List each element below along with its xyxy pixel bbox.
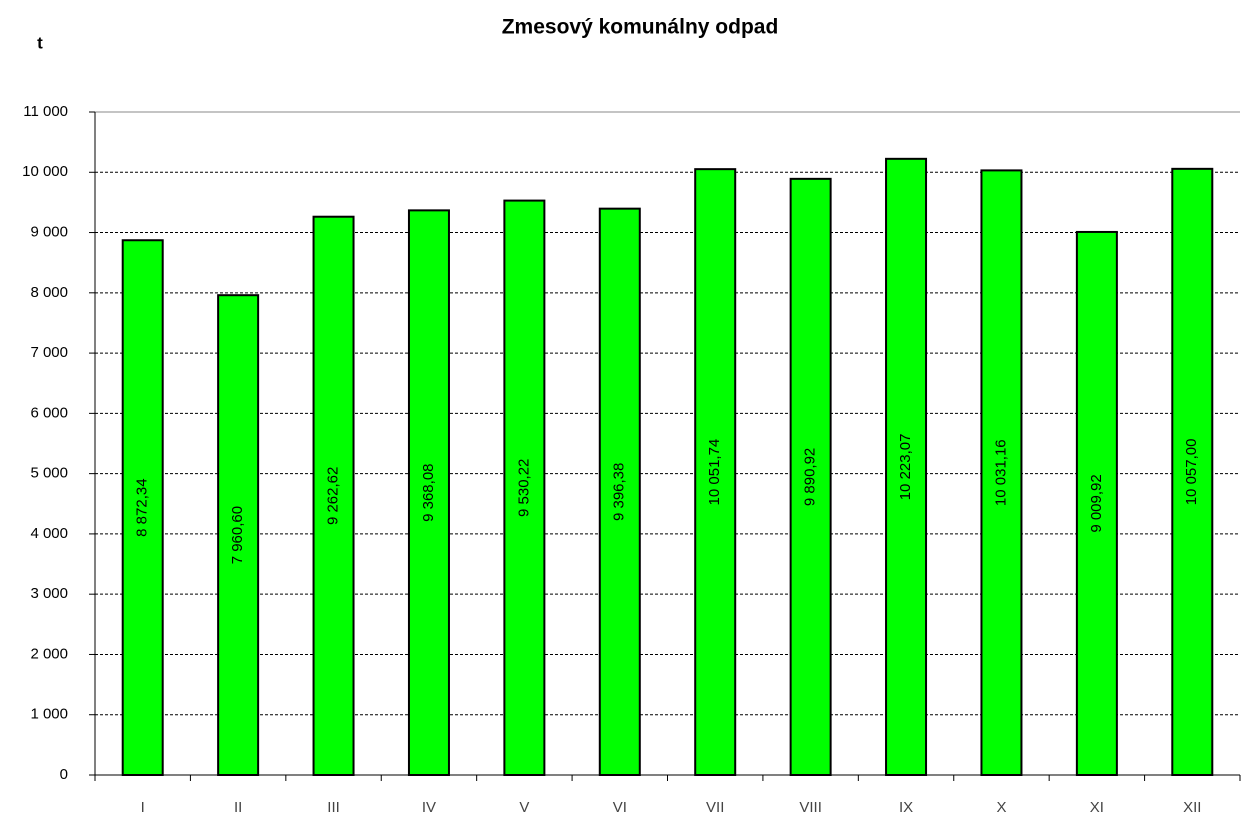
y-tick-label: 1 000 (30, 706, 68, 723)
data-label: 9 368,08 (420, 463, 437, 521)
x-tick-label: X (996, 799, 1006, 816)
data-label: 10 057,00 (1183, 439, 1200, 506)
bar (885, 157, 928, 776)
y-tick-label: 6 000 (30, 404, 68, 421)
data-label: 9 530,22 (515, 459, 532, 517)
x-tick-label: VII (706, 799, 724, 816)
y-tick-label: 11 000 (23, 103, 68, 120)
data-label: 10 051,74 (706, 439, 723, 506)
bar (598, 207, 641, 777)
bar (1075, 230, 1118, 776)
chart-title: Zmesový komunálny odpad (502, 16, 779, 39)
data-label: 9 009,92 (1088, 474, 1105, 532)
y-tick-label: 2 000 (30, 645, 68, 662)
x-tick-label: III (327, 799, 340, 816)
y-tick-label: 9 000 (30, 224, 68, 241)
bar (980, 169, 1023, 776)
data-label: 7 960,60 (229, 506, 246, 564)
x-tick-label: VI (613, 799, 627, 816)
x-tick-label: IX (899, 799, 913, 816)
data-label: 8 872,34 (134, 478, 151, 536)
x-tick-label: XII (1183, 799, 1201, 816)
x-tick-label: VIII (799, 799, 822, 816)
bar (121, 239, 164, 776)
bar (1171, 167, 1214, 777)
bar (694, 168, 737, 776)
data-label: 10 031,16 (992, 439, 1009, 506)
bar (312, 215, 355, 777)
y-tick-label: 8 000 (30, 284, 68, 301)
x-tick-label: XI (1090, 799, 1104, 816)
y-tick-label: 0 (60, 766, 68, 783)
x-tick-label: II (234, 799, 242, 816)
x-tick-label: V (519, 799, 529, 816)
data-label: 10 223,07 (897, 434, 914, 501)
y-tick-label: 5 000 (30, 465, 68, 482)
y-tick-label: 10 000 (22, 163, 68, 180)
data-label: 9 396,38 (611, 463, 628, 521)
bar (407, 209, 450, 776)
x-tick-label: I (141, 799, 145, 816)
data-label: 9 262,62 (325, 467, 342, 525)
bar (503, 199, 546, 776)
y-tick-label: 4 000 (30, 525, 68, 542)
x-tick-label: IV (422, 799, 436, 816)
data-label: 9 890,92 (802, 448, 819, 506)
bar (789, 177, 832, 776)
y-tick-label: 3 000 (30, 585, 68, 602)
y-axis-label: t (37, 33, 43, 52)
y-tick-label: 7 000 (30, 344, 68, 361)
bar (217, 294, 260, 776)
